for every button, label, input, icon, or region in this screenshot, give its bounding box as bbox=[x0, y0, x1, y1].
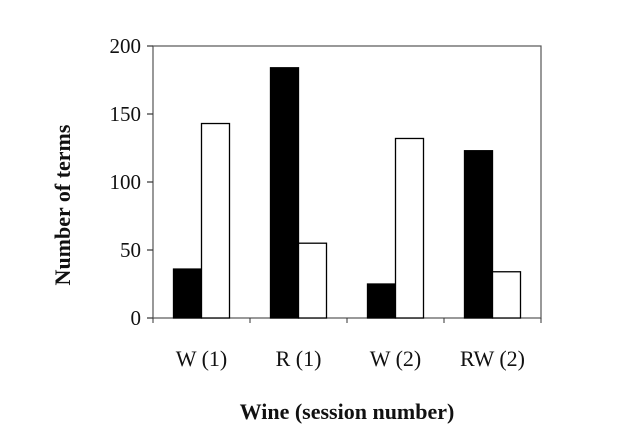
x-tick-label: W (1) bbox=[176, 346, 228, 371]
bar-series-2 bbox=[297, 242, 328, 319]
x-tick-label: R (1) bbox=[276, 346, 322, 371]
x-axis: W (1) R (1) W (2) RW (2) bbox=[152, 318, 542, 371]
y-tick-label: 200 bbox=[110, 34, 142, 58]
y-tick-label: 0 bbox=[131, 306, 142, 330]
y-tick-label: 100 bbox=[110, 170, 142, 194]
bar-series-2 bbox=[200, 122, 231, 319]
bar-series-1 bbox=[172, 268, 203, 319]
bar-series-1 bbox=[269, 67, 300, 319]
y-tick-label: 50 bbox=[120, 238, 141, 262]
y-axis: 0 50 100 150 200 bbox=[110, 34, 153, 330]
bars-group bbox=[172, 67, 522, 319]
y-axis-title: Number of terms bbox=[50, 124, 75, 285]
y-tick-label: 150 bbox=[110, 102, 142, 126]
bar-series-2 bbox=[394, 137, 425, 319]
bar-series-1 bbox=[463, 150, 494, 319]
x-tick-label: W (2) bbox=[370, 346, 422, 371]
x-axis-title: Wine (session number) bbox=[240, 399, 455, 424]
x-tick-label: RW (2) bbox=[460, 346, 525, 371]
bar-series-2 bbox=[491, 271, 522, 319]
bar-series-1 bbox=[366, 283, 397, 319]
